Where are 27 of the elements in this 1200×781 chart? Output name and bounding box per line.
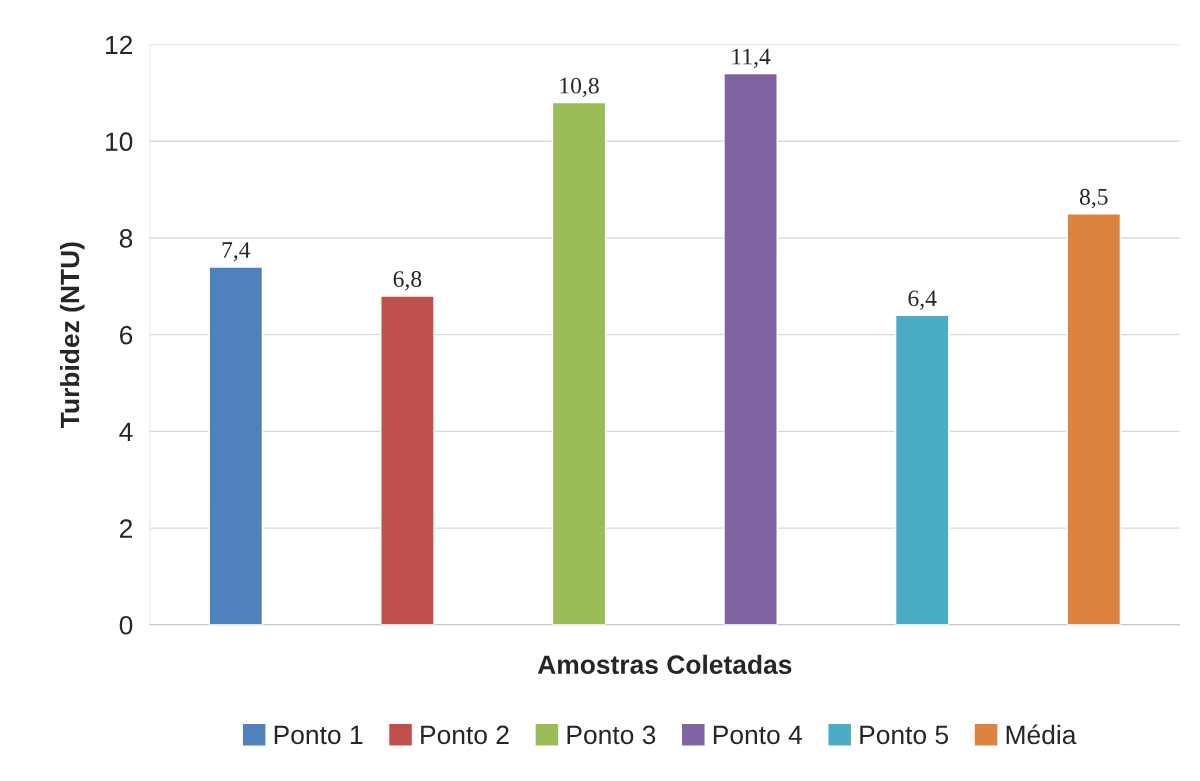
- data-label: 7,4: [222, 242, 251, 262]
- y-tick-label: 4: [119, 422, 133, 441]
- y-tick-label: 12: [106, 35, 133, 55]
- y-tick-label: 0: [119, 615, 133, 635]
- data-label: 8,5: [1079, 188, 1108, 209]
- y-tick-label: 8: [119, 229, 133, 248]
- y-tick-label: 6: [120, 325, 133, 345]
- bar: [380, 295, 435, 625]
- legend-label: Ponto 2: [421, 725, 509, 745]
- legend-label: Ponto 1: [274, 725, 363, 745]
- y-axis-title: Turbidez (NTU): [59, 242, 85, 428]
- bar: [551, 101, 607, 625]
- legend-label: Ponto 3: [567, 725, 656, 745]
- bar: [1066, 213, 1122, 625]
- data-label: 11,4: [732, 48, 771, 68]
- bar: [723, 72, 778, 625]
- bar: [208, 266, 264, 625]
- y-tick-label: 2: [119, 519, 133, 538]
- legend-label: Ponto 5: [860, 725, 949, 745]
- data-label: 10,8: [560, 77, 599, 97]
- x-axis-title: Amostras Coletadas: [537, 654, 792, 675]
- y-tick-label: 10: [106, 132, 133, 152]
- data-label: 6,4: [908, 290, 937, 310]
- bar: [894, 314, 950, 625]
- data-label: 6,8: [393, 271, 422, 291]
- legend-label: Média: [1006, 724, 1077, 745]
- legend-label: Ponto 4: [713, 725, 802, 745]
